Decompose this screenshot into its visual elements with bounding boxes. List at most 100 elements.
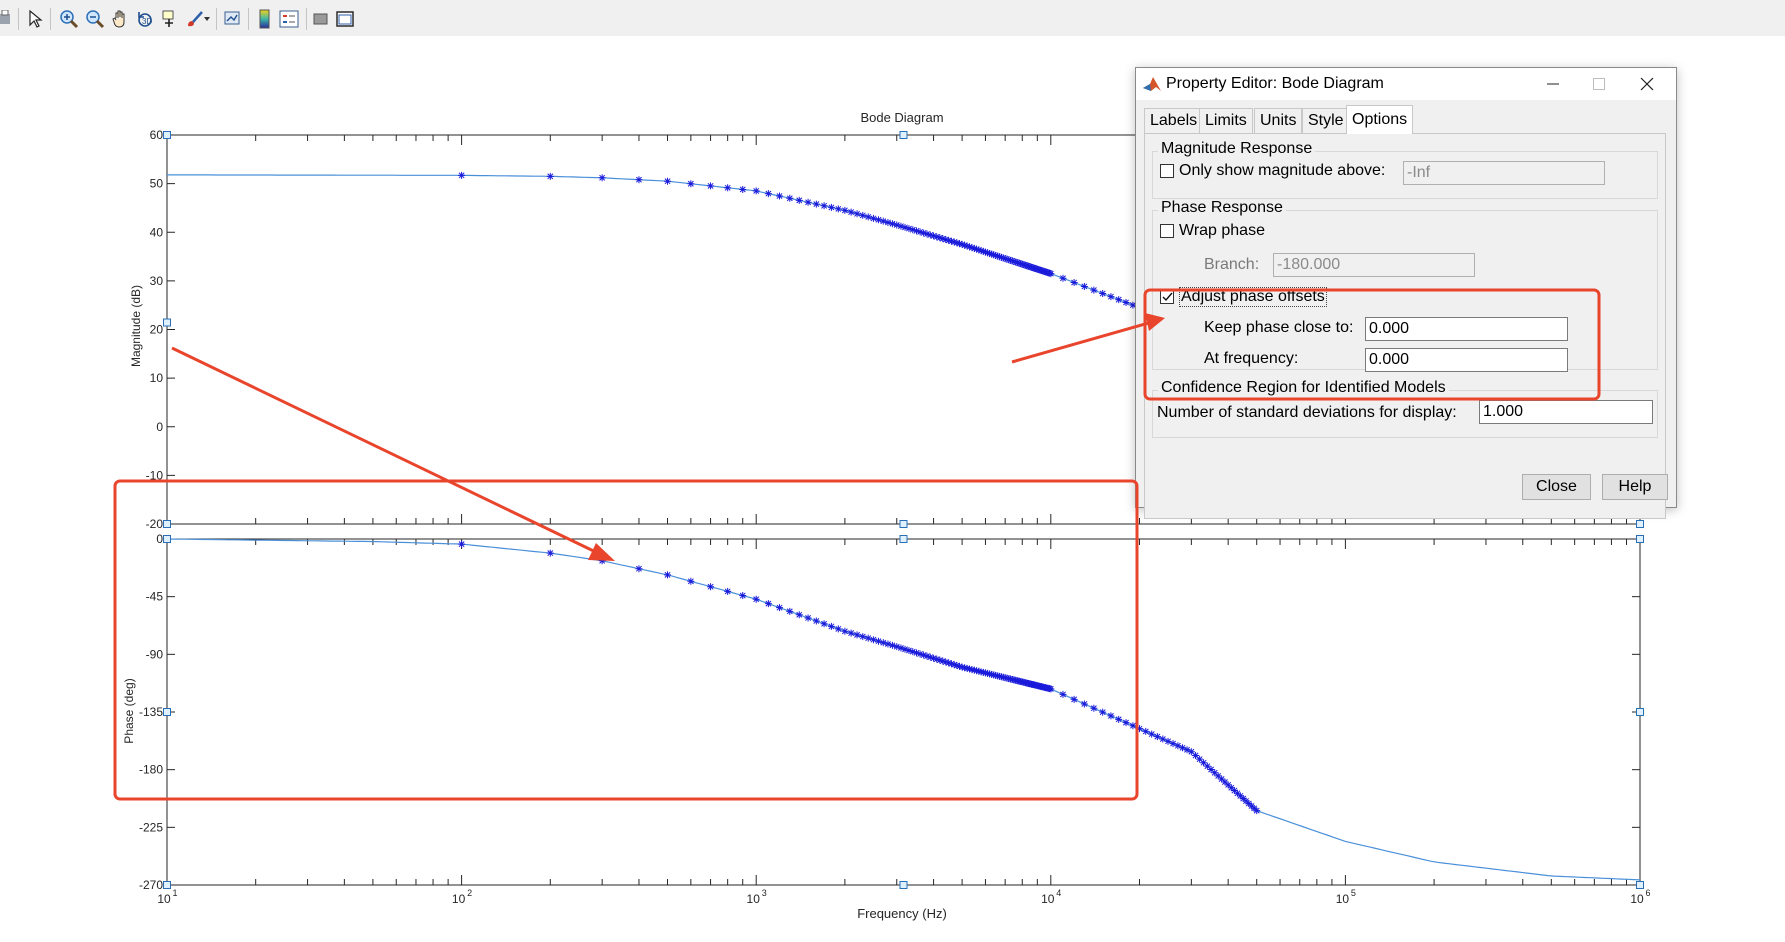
selection-handle[interactable] bbox=[1636, 520, 1644, 528]
tab-units[interactable]: Units bbox=[1254, 108, 1303, 133]
at-frequency-field[interactable]: 0.000 bbox=[1365, 348, 1568, 372]
data-marker bbox=[776, 604, 784, 612]
data-marker bbox=[1023, 262, 1031, 270]
brush-menu-icon[interactable] bbox=[202, 8, 212, 30]
legend-icon[interactable] bbox=[278, 8, 300, 30]
matlab-logo-icon bbox=[1142, 75, 1162, 98]
data-marker bbox=[458, 540, 466, 548]
selection-handle[interactable] bbox=[1636, 881, 1644, 889]
keep-phase-field[interactable]: 0.000 bbox=[1365, 317, 1568, 341]
minimize-icon[interactable] bbox=[1530, 70, 1576, 98]
std-deviations-field[interactable]: 1.000 bbox=[1479, 400, 1653, 424]
phase-tick-label: -270 bbox=[139, 878, 163, 892]
selection-handle[interactable] bbox=[899, 520, 908, 528]
data-marker bbox=[1153, 733, 1161, 741]
data-marker bbox=[1236, 792, 1244, 800]
zoom-in-icon[interactable] bbox=[58, 8, 80, 30]
selection-handle[interactable] bbox=[163, 318, 171, 327]
tab-labels[interactable]: Labels bbox=[1144, 108, 1204, 133]
magnitude-threshold-field[interactable]: -Inf bbox=[1403, 161, 1605, 185]
print-icon[interactable] bbox=[0, 8, 12, 30]
data-marker bbox=[841, 627, 849, 635]
data-marker bbox=[1207, 766, 1215, 774]
data-marker bbox=[933, 233, 941, 241]
frequency-tick-exponent: 5 bbox=[1351, 888, 1356, 898]
data-marker bbox=[546, 172, 554, 180]
data-marker bbox=[1070, 695, 1078, 703]
maximize-icon[interactable] bbox=[1576, 70, 1622, 98]
data-marker bbox=[958, 240, 966, 248]
data-marker bbox=[1070, 279, 1078, 287]
pan-icon[interactable] bbox=[110, 8, 132, 30]
selection-handle[interactable] bbox=[163, 520, 171, 528]
tab-options[interactable]: Options bbox=[1346, 105, 1414, 134]
frequency-tick-exponent: 6 bbox=[1645, 888, 1650, 898]
brush-icon[interactable] bbox=[184, 8, 206, 30]
data-marker bbox=[1174, 742, 1182, 750]
selection-handle[interactable] bbox=[163, 881, 171, 889]
data-marker bbox=[942, 236, 950, 244]
rotate-icon[interactable]: 3D bbox=[134, 8, 156, 30]
close-button[interactable]: Close bbox=[1522, 474, 1591, 500]
magnitude-tick-label: 20 bbox=[150, 323, 164, 337]
data-marker bbox=[999, 254, 1007, 262]
selection-handle[interactable] bbox=[899, 131, 908, 139]
phase-tick-label: -180 bbox=[139, 763, 163, 777]
data-marker bbox=[707, 583, 715, 591]
magnitude-tick-label: 40 bbox=[150, 225, 164, 239]
data-marker bbox=[795, 611, 803, 619]
magnitude-axis-label: Magnitude (dB) bbox=[129, 285, 143, 367]
phase-tick-label: -90 bbox=[146, 647, 164, 661]
data-marker bbox=[598, 557, 606, 565]
data-cursor-icon[interactable] bbox=[160, 8, 182, 30]
only-show-magnitude-checkbox[interactable] bbox=[1160, 164, 1174, 178]
selection-handle[interactable] bbox=[163, 131, 171, 139]
options-panel: Magnitude Response Only show magnitude a… bbox=[1144, 133, 1666, 519]
data-marker bbox=[1142, 727, 1150, 735]
selection-handle[interactable] bbox=[163, 708, 171, 716]
data-marker bbox=[1099, 708, 1107, 716]
frequency-tick-label: 10 bbox=[1041, 892, 1055, 906]
data-marker bbox=[988, 250, 996, 258]
data-marker bbox=[1010, 257, 1018, 265]
help-button[interactable]: Help bbox=[1602, 474, 1668, 500]
selection-handle[interactable] bbox=[1636, 535, 1644, 543]
selection-handle[interactable] bbox=[899, 535, 908, 543]
data-marker bbox=[827, 203, 835, 211]
data-marker bbox=[1242, 797, 1250, 805]
wrap-phase-checkbox[interactable] bbox=[1160, 224, 1174, 238]
selection-handle[interactable] bbox=[1636, 708, 1644, 716]
colorbar-icon[interactable] bbox=[254, 8, 276, 30]
pointer-icon[interactable] bbox=[24, 8, 46, 30]
data-marker bbox=[847, 208, 855, 216]
data-marker bbox=[1080, 700, 1088, 708]
data-marker bbox=[1115, 715, 1123, 723]
phase-axes[interactable] bbox=[166, 538, 1641, 886]
wrap-phase-label: Wrap phase bbox=[1179, 222, 1265, 239]
link-plot-icon[interactable] bbox=[222, 8, 244, 30]
close-icon[interactable] bbox=[1624, 70, 1670, 98]
selection-handle[interactable] bbox=[163, 535, 171, 543]
adjust-phase-offsets-checkbox[interactable] bbox=[1160, 290, 1174, 304]
data-marker bbox=[981, 248, 989, 256]
data-marker bbox=[939, 235, 947, 243]
dialog-title-bar[interactable]: Property Editor: Bode Diagram bbox=[1136, 68, 1676, 100]
tab-style[interactable]: Style bbox=[1302, 108, 1350, 133]
data-marker bbox=[1047, 685, 1055, 693]
data-marker bbox=[739, 185, 747, 193]
show-tools-icon[interactable] bbox=[334, 8, 356, 30]
zoom-out-icon[interactable] bbox=[84, 8, 106, 30]
data-marker bbox=[874, 216, 882, 224]
data-marker bbox=[923, 230, 931, 238]
data-marker bbox=[1164, 737, 1172, 745]
hide-tools-icon[interactable] bbox=[310, 8, 332, 30]
tab-limits[interactable]: Limits bbox=[1199, 108, 1253, 133]
data-marker bbox=[1090, 286, 1098, 294]
data-marker bbox=[1129, 722, 1137, 730]
data-marker bbox=[1047, 270, 1055, 278]
selection-handle[interactable] bbox=[899, 881, 908, 889]
data-marker bbox=[874, 637, 882, 645]
data-marker bbox=[635, 176, 643, 184]
at-frequency-label: At frequency: bbox=[1204, 350, 1299, 367]
branch-field[interactable]: -180.000 bbox=[1273, 253, 1475, 277]
